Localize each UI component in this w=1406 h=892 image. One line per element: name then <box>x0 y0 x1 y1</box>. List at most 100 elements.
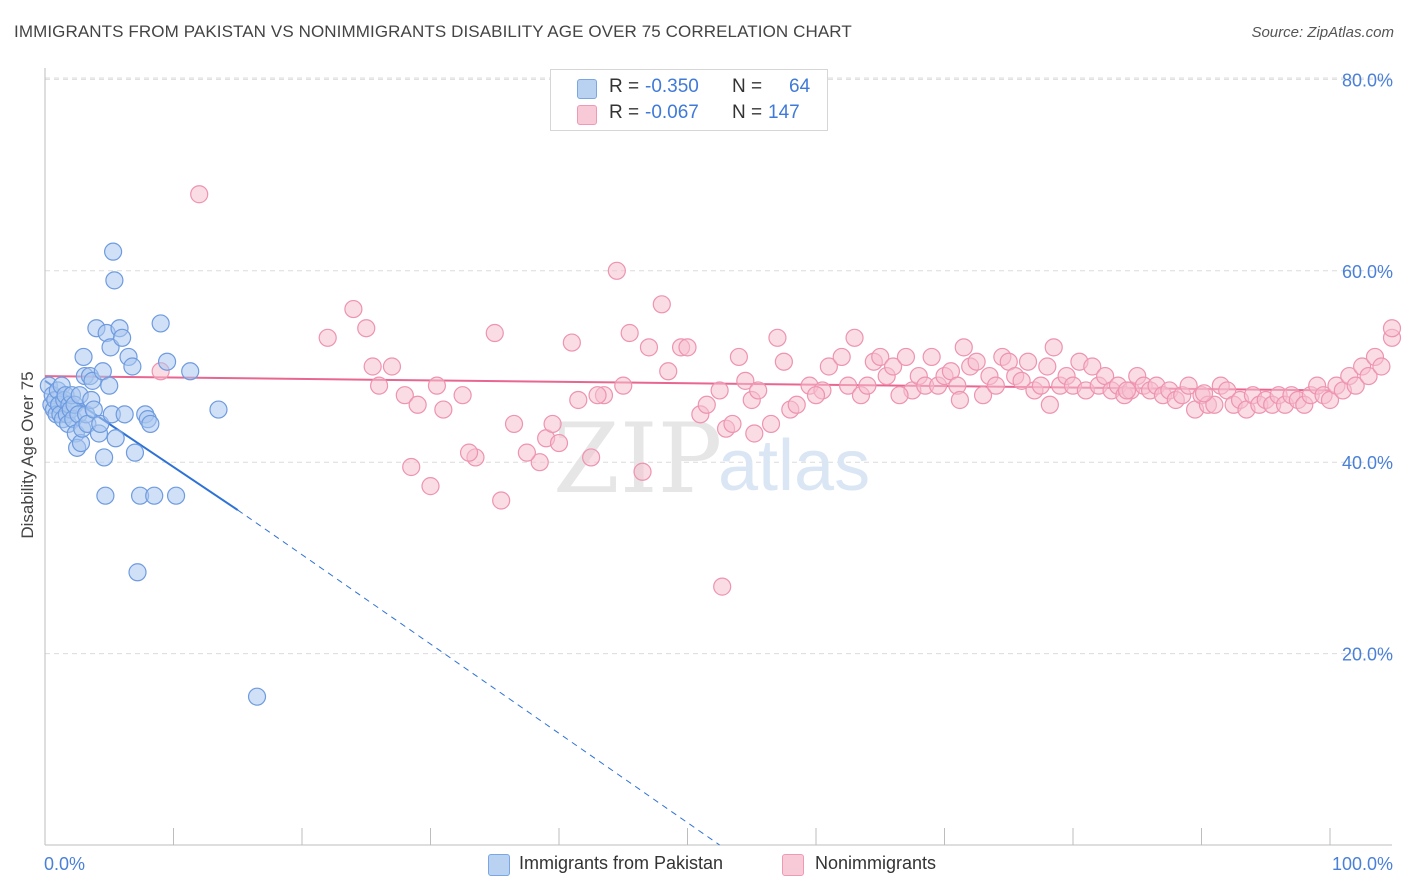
nonimmigrants-point <box>1038 357 1057 376</box>
nonimmigrants-point <box>504 414 524 434</box>
axes <box>44 68 1392 846</box>
nonimmigrants-point <box>1382 319 1402 338</box>
x-tick-label: 0.0% <box>44 854 85 874</box>
legend-r-value: -0.067 <box>645 102 699 123</box>
nonimmigrants-point <box>633 462 652 481</box>
nonimmigrants-point <box>745 424 764 443</box>
nonimmigrants-point <box>434 400 453 419</box>
y-tick-label: 20.0% <box>1342 645 1393 665</box>
correlation-legend: R = -0.350 N = 64 R = -0.067 N = 147 <box>550 69 828 131</box>
nonimmigrants-point <box>858 376 877 395</box>
nonimmigrants-point <box>967 352 986 371</box>
nonimmigrants-point <box>190 185 209 204</box>
nonimmigrants-points <box>151 185 1402 596</box>
nonimmigrants-point <box>543 414 562 434</box>
nonimmigrants-point <box>710 381 729 400</box>
nonimmigrants-point <box>562 333 581 352</box>
pakistan-point <box>105 271 124 290</box>
nonimmigrants-point <box>973 386 993 405</box>
legend-row-pakistan: R = -0.350 N = 64 <box>551 75 827 101</box>
nonimmigrants-point <box>871 347 890 367</box>
pakistan-point <box>151 314 170 333</box>
nonimmigrants-point <box>363 357 382 376</box>
nonimmigrants-point <box>736 371 755 390</box>
nonimmigrants-point <box>1018 352 1038 371</box>
pakistan-point <box>123 357 142 376</box>
nonimmigrants-point <box>806 386 826 405</box>
pakistan-point <box>74 347 93 367</box>
nonimmigrants-point <box>517 443 536 462</box>
x-tick-label: 100.0% <box>1332 854 1393 874</box>
nonimmigrants-point <box>845 328 864 347</box>
nonimmigrants-point <box>1205 395 1224 414</box>
nonimmigrants-point <box>659 362 678 381</box>
nonimmigrants-point <box>1117 381 1137 400</box>
nonimmigrants-point <box>922 347 941 367</box>
watermark-zip: ZIP <box>553 403 722 515</box>
nonimmigrants-point <box>1012 371 1031 390</box>
pakistan-point <box>95 448 114 467</box>
nonimmigrants-point <box>749 381 768 400</box>
nonimmigrants-point <box>530 453 549 472</box>
nonimmigrants-point <box>774 352 793 371</box>
legend-n-label: N = <box>732 76 763 97</box>
nonimmigrants-point <box>697 395 716 414</box>
nonimmigrants-point <box>459 443 479 462</box>
legend-swatch-blue <box>488 854 510 876</box>
nonimmigrants-point <box>357 319 376 338</box>
nonimmigrants-point <box>883 357 903 376</box>
nonimmigrants-point <box>492 491 511 510</box>
legend-label-nonimmigrants: Nonimmigrants <box>815 853 937 873</box>
nonimmigrants-point <box>986 376 1006 395</box>
pakistan-point <box>145 486 164 505</box>
pakistan-point <box>112 328 132 347</box>
legend-swatch-blue <box>577 79 597 99</box>
pakistan-point <box>104 242 123 261</box>
y-tick-label: 60.0% <box>1342 262 1393 282</box>
nonimmigrants-point <box>607 261 626 280</box>
nonimmigrants-point <box>453 386 472 405</box>
pakistan-point <box>209 400 228 419</box>
source-credit: Source: ZipAtlas.com <box>1251 24 1394 41</box>
nonimmigrants-point <box>896 347 916 367</box>
legend-swatch-pink <box>577 105 597 125</box>
nonimmigrants-point <box>427 376 447 395</box>
nonimmigrants-point <box>421 477 440 496</box>
nonimmigrants-point <box>890 386 909 405</box>
legend-n-label: N = <box>732 102 763 123</box>
nonimmigrants-point <box>614 376 633 395</box>
pakistan-point <box>106 429 125 448</box>
nonimmigrants-point <box>395 386 414 405</box>
nonimmigrants-point <box>582 448 601 467</box>
chart-title: IMMIGRANTS FROM PAKISTAN VS NONIMMIGRANT… <box>14 22 852 41</box>
nonimmigrants-point <box>1179 376 1198 395</box>
legend-n-value: 147 <box>768 102 800 123</box>
nonimmigrants-point <box>1040 395 1059 414</box>
nonimmigrants-point <box>620 323 639 343</box>
tick-labels: 20.0% 40.0% 60.0% 80.0% 0.0% 100.0% <box>44 70 1393 874</box>
legend-r-label: R = <box>609 102 640 123</box>
nonimmigrants-point <box>954 338 973 357</box>
nonimmigrants-point <box>1031 376 1050 395</box>
nonimmigrants-point <box>678 338 697 357</box>
nonimmigrants-point <box>549 433 569 453</box>
pakistan-point <box>100 376 119 395</box>
pakistan-point <box>166 486 186 505</box>
nonimmigrants-point <box>382 357 402 376</box>
nonimmigrants-point <box>344 299 363 319</box>
pakistan-point <box>125 443 145 462</box>
legend-label-pakistan: Immigrants from Pakistan <box>519 853 724 873</box>
grid-lines <box>45 77 1392 655</box>
nonimmigrants-point <box>588 386 607 405</box>
nonimmigrants-point <box>729 347 749 367</box>
legend-row-nonimmigrants: R = -0.067 N = 147 <box>551 101 827 127</box>
nonimmigrants-point <box>370 376 389 395</box>
legend-swatch-pink <box>782 854 804 876</box>
pakistan-point <box>96 486 115 505</box>
nonimmigrants-point <box>408 395 427 414</box>
pakistan-trend-extension <box>237 509 720 846</box>
nonimmigrants-point <box>318 328 337 347</box>
nonimmigrants-point <box>569 390 588 410</box>
pakistan-point <box>157 352 177 371</box>
